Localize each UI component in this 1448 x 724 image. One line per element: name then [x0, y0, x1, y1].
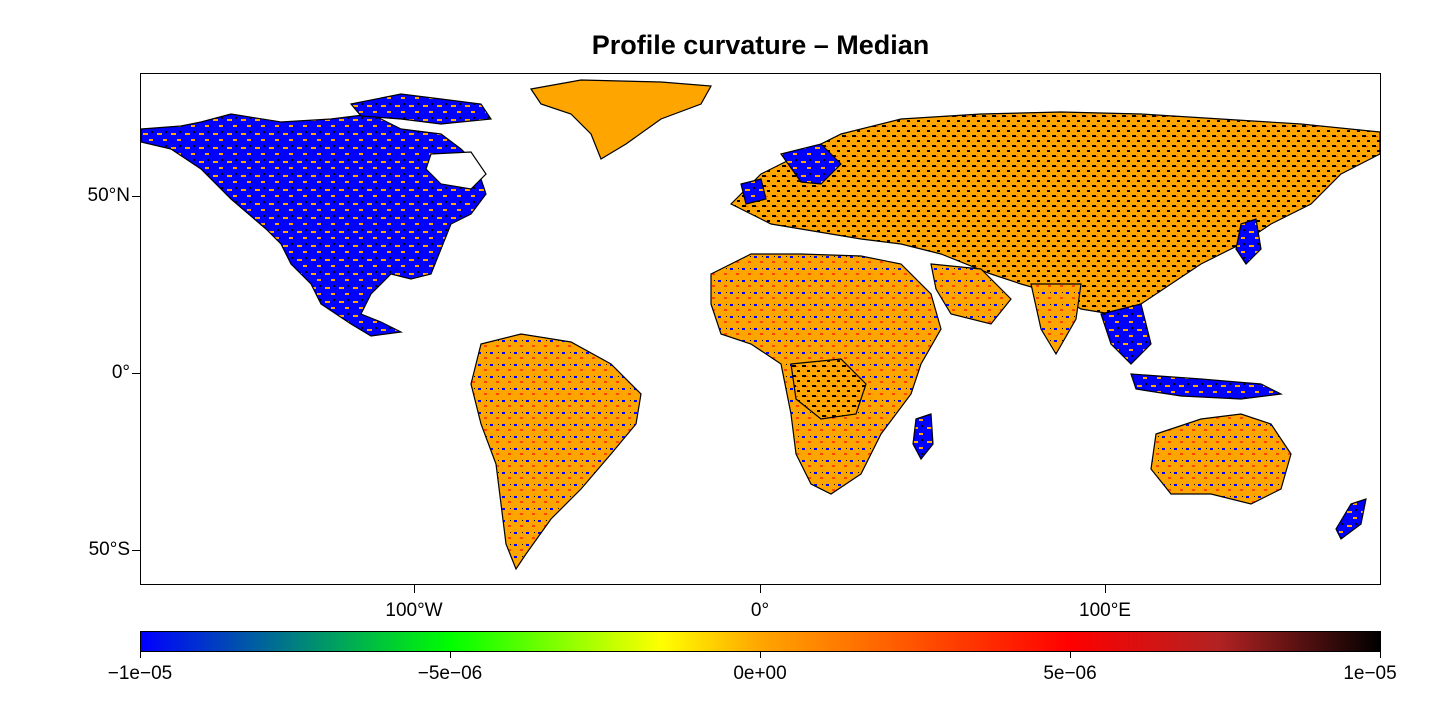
x-tick-label-0: 0° [750, 600, 770, 621]
landmass-greenland [529, 79, 712, 160]
y-tick-label-50s: 50°S [88, 539, 130, 560]
world-map [141, 79, 1380, 571]
map-panel [140, 73, 1381, 585]
colorbar-tick [760, 652, 761, 658]
x-tick-label-100w: 100°W [385, 600, 443, 621]
y-tick-50s [132, 550, 140, 551]
x-tick-0 [760, 585, 761, 593]
colorbar [140, 631, 1381, 652]
y-tick-label-50n: 50°N [87, 185, 130, 206]
landmass-south-america [470, 333, 642, 571]
x-tick-label-100e: 100°E [1079, 600, 1131, 621]
colorbar-label: −5e−06 [417, 663, 483, 684]
colorbar-tick [1070, 652, 1071, 658]
x-tick-100e [1105, 585, 1106, 593]
colorbar-tick [1380, 652, 1381, 658]
map-title: Profile curvature – Median [591, 30, 930, 60]
landmass-north-america [141, 113, 487, 337]
colorbar-tick [140, 652, 141, 658]
colorbar-label-max: 1e−05 [1343, 663, 1397, 684]
colorbar-label: 0e+00 [733, 663, 787, 684]
y-tick-label-0: 0° [111, 362, 130, 383]
y-tick-50n [132, 196, 140, 197]
colorbar-label: 5e−06 [1043, 663, 1097, 684]
y-tick-0 [132, 373, 140, 374]
landmass-australia [1150, 413, 1292, 505]
colorbar-label-min: −1e−05 [107, 663, 173, 684]
x-tick-100w [414, 585, 415, 593]
colorbar-tick [450, 652, 451, 658]
